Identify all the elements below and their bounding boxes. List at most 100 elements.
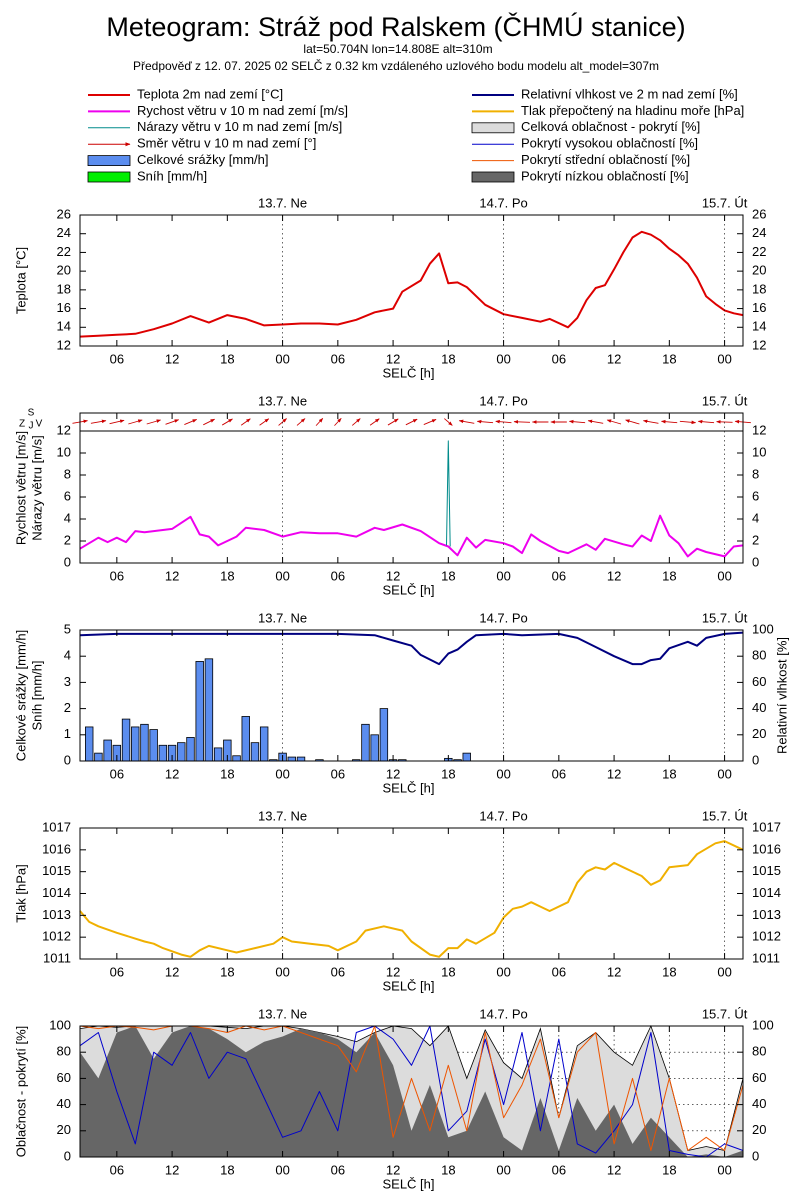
wind-arrow bbox=[387, 418, 399, 426]
y-tick-label: 10 bbox=[57, 444, 71, 459]
day-label: 14.7. Po bbox=[479, 393, 527, 408]
y-tick-label: 1012 bbox=[42, 929, 71, 944]
x-tick-label: 12 bbox=[165, 1162, 179, 1177]
legend-label: Sníh [mm/h] bbox=[137, 168, 207, 183]
x-axis-label: SELČ [h] bbox=[382, 582, 434, 597]
wind-arrow bbox=[334, 418, 342, 426]
precip-bar bbox=[121, 718, 131, 762]
legend-label: Relativní vlhkost ve 2 m nad zemí [%] bbox=[521, 86, 738, 101]
y2-tick-label: 8 bbox=[752, 466, 759, 481]
x-tick-label: 06 bbox=[331, 568, 345, 583]
x-tick-label: 12 bbox=[165, 964, 179, 979]
x-tick-label: 18 bbox=[220, 766, 234, 781]
day-label: 14.7. Po bbox=[479, 1006, 527, 1021]
legend-swatch bbox=[471, 122, 515, 134]
x-tick-label: 12 bbox=[607, 1162, 621, 1177]
x-tick-label: 00 bbox=[275, 766, 289, 781]
wind-arrow bbox=[369, 418, 380, 426]
x-tick-label: 18 bbox=[441, 351, 455, 366]
wind-arrow bbox=[423, 419, 437, 425]
series-line bbox=[79, 1025, 744, 1158]
x-tick-label: 06 bbox=[110, 568, 124, 583]
precip-bar bbox=[158, 744, 168, 762]
y-tick-label: 80 bbox=[57, 1044, 71, 1059]
y2-tick-label: 0 bbox=[752, 752, 759, 767]
compass-label: J bbox=[29, 421, 34, 432]
x-tick-label: 06 bbox=[331, 964, 345, 979]
x-tick-label: 18 bbox=[441, 1162, 455, 1177]
y2-tick-label: 1014 bbox=[752, 885, 781, 900]
y-tick-label: 20 bbox=[57, 263, 71, 278]
y-tick-label: 0 bbox=[64, 752, 71, 767]
y-tick-label: 12 bbox=[57, 422, 71, 437]
legend-label: Pokrytí vysokou oblačností [%] bbox=[521, 136, 698, 151]
wind-arrow bbox=[444, 418, 453, 426]
x-tick-label: 18 bbox=[662, 964, 676, 979]
day-label: 15.7. Út bbox=[702, 1006, 748, 1021]
station-info: lat=50.704N lon=14.808E alt=310m bbox=[303, 42, 492, 56]
legend-label: Teplota 2m nad zemí [°C] bbox=[137, 86, 283, 101]
wind-arrow bbox=[128, 419, 143, 425]
wind-arrow bbox=[476, 419, 494, 424]
wind-arrow bbox=[109, 419, 125, 425]
x-tick-label: 00 bbox=[717, 964, 731, 979]
precip-bar bbox=[177, 742, 186, 762]
y-tick-label: 0 bbox=[64, 1148, 71, 1163]
y2-tick-label: 80 bbox=[752, 648, 766, 663]
x-tick-label: 00 bbox=[275, 351, 289, 366]
y-tick-label: 4 bbox=[64, 648, 71, 663]
y-axis-label: Tlak [hPa] bbox=[13, 864, 28, 923]
x-tick-label: 18 bbox=[220, 568, 234, 583]
day-label: 14.7. Po bbox=[479, 808, 527, 823]
y2-tick-label: 60 bbox=[752, 674, 766, 689]
x-tick-label: 00 bbox=[717, 351, 731, 366]
legend-swatch bbox=[87, 171, 131, 183]
x-tick-label: 06 bbox=[331, 351, 345, 366]
x-tick-label: 00 bbox=[717, 1162, 731, 1177]
day-label: 13.7. Ne bbox=[258, 610, 307, 625]
x-tick-label: 00 bbox=[275, 964, 289, 979]
precip-bar bbox=[241, 716, 250, 762]
series-line bbox=[79, 230, 744, 338]
x-tick-label: 18 bbox=[220, 351, 234, 366]
wind-arrow bbox=[661, 419, 678, 424]
x-tick-label: 18 bbox=[662, 568, 676, 583]
plot-frame bbox=[79, 412, 744, 564]
compass-label: S bbox=[28, 408, 35, 419]
y-axis-label: Celkové srážky [mm/h] bbox=[13, 630, 28, 761]
day-label: 15.7. Út bbox=[702, 808, 748, 823]
y2-tick-label: 40 bbox=[752, 700, 766, 715]
precip-bar bbox=[259, 726, 269, 762]
wind-arrow bbox=[240, 418, 251, 426]
y2-tick-label: 24 bbox=[752, 225, 766, 240]
y2-tick-label: 40 bbox=[752, 1096, 766, 1111]
precip-bar bbox=[195, 661, 204, 762]
y2-tick-label: 1015 bbox=[752, 863, 781, 878]
precip-bar bbox=[287, 756, 296, 762]
precip-bar bbox=[186, 737, 195, 762]
wind-arrow bbox=[146, 419, 162, 425]
y2-tick-label: 1012 bbox=[752, 929, 781, 944]
legend-label: Směr větru v 10 m nad zemí [°] bbox=[137, 136, 316, 151]
compass-label: Z bbox=[19, 419, 25, 430]
series-line bbox=[79, 840, 744, 958]
x-tick-label: 06 bbox=[331, 1162, 345, 1177]
plot-frame bbox=[79, 214, 744, 347]
precip-bar bbox=[204, 658, 214, 762]
x-tick-label: 18 bbox=[441, 568, 455, 583]
x-tick-label: 12 bbox=[386, 351, 400, 366]
x-tick-label: 18 bbox=[662, 351, 676, 366]
y2-tick-label: 22 bbox=[752, 244, 766, 259]
x-tick-label: 00 bbox=[496, 766, 510, 781]
legend-label: Pokrytí střední oblačností [%] bbox=[521, 152, 690, 167]
x-tick-label: 12 bbox=[165, 351, 179, 366]
y-tick-label: 60 bbox=[57, 1070, 71, 1085]
day-label: 15.7. Út bbox=[702, 195, 748, 210]
wind-arrow bbox=[203, 418, 215, 426]
y-tick-label: 22 bbox=[57, 244, 71, 259]
precip-bar bbox=[462, 752, 471, 762]
wind-arrow bbox=[405, 418, 418, 426]
y2-tick-label: 80 bbox=[752, 1044, 766, 1059]
